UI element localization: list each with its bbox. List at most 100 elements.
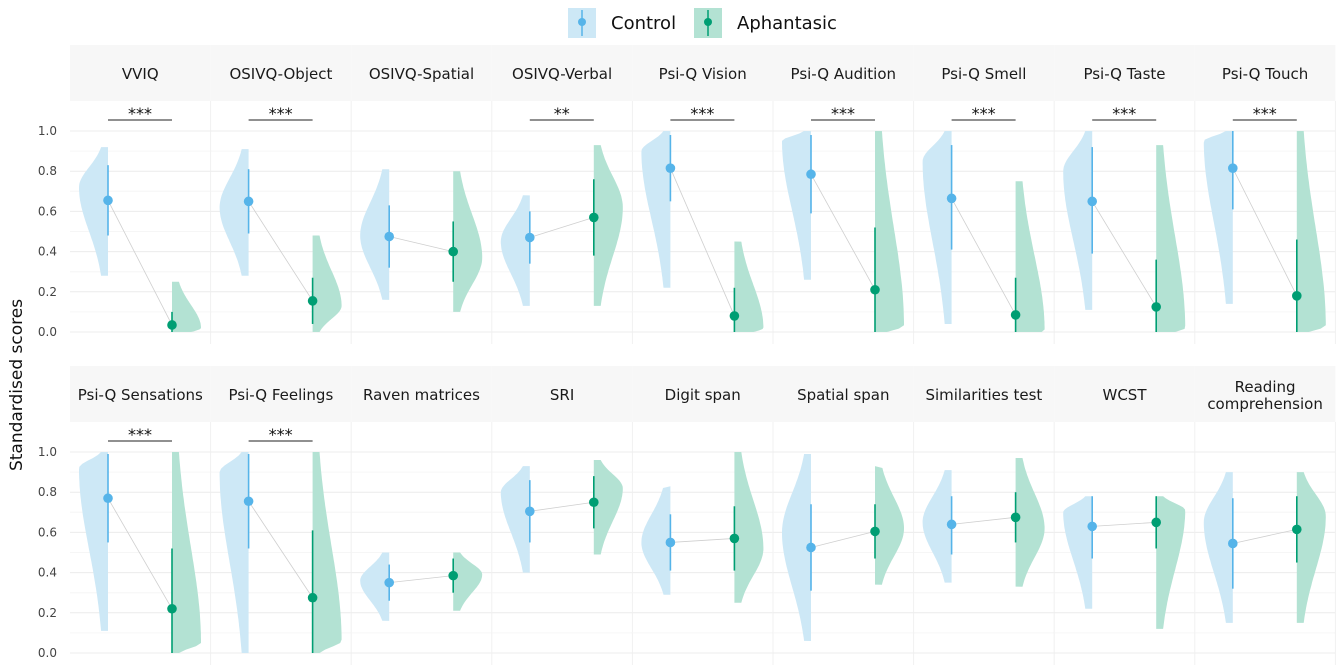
mean-point-aphantasic [589, 212, 599, 223]
panel-osivq-object: OSIVQ-Object *** [210, 45, 352, 344]
panel-strip [773, 45, 914, 101]
violin-aphantasic [453, 171, 483, 312]
panel-title: Reading comprehension [1207, 378, 1323, 413]
violin-aphantasic [312, 235, 342, 332]
y-tick-label: 0.0 [38, 325, 57, 339]
mean-point-control [103, 195, 113, 206]
violin-aphantasic [172, 452, 201, 653]
mean-point-aphantasic [1292, 524, 1302, 535]
y-tick-label: 1.0 [38, 445, 57, 459]
violin-control [782, 454, 811, 641]
violin-control [500, 466, 530, 573]
panel-title: OSIVQ-Object [229, 65, 332, 83]
panel-strip [491, 366, 633, 422]
legend-item-aphantasic: Aphantasic [694, 8, 837, 38]
panel-strip [632, 366, 773, 422]
panel-psi-q-smell: Psi-Q Smell *** [913, 45, 1055, 344]
mean-point-control [665, 537, 676, 548]
panel-psi-q-vision: Psi-Q Vision *** [632, 45, 774, 344]
mean-point-aphantasic [1010, 310, 1021, 320]
mean-point-aphantasic [307, 296, 318, 306]
mean-point-control [525, 232, 535, 243]
panel-title: Psi-Q Vision [659, 65, 747, 83]
mean-point-aphantasic [167, 603, 177, 614]
violin-aphantasic [453, 552, 483, 611]
mean-connector [529, 217, 594, 238]
panel-spatial-span: Spatial span [773, 366, 915, 665]
panel-title: Psi-Q Sensations [78, 386, 203, 404]
panel-strip [773, 366, 914, 422]
mean-connector [529, 501, 594, 512]
mean-connector [1091, 201, 1157, 308]
panel-wcst: WCST [1054, 366, 1196, 665]
mean-point-control [525, 506, 535, 517]
panel-psi-q-touch: Psi-Q Touch *** [1194, 45, 1336, 344]
mean-point-control [946, 519, 957, 530]
mean-connector [1232, 168, 1298, 296]
y-tick-label: 0.6 [38, 525, 57, 539]
panel-title: Psi-Q Feelings [229, 386, 334, 404]
panel-strip [913, 366, 1055, 422]
legend-key-point [578, 18, 586, 26]
mean-point-aphantasic [1010, 512, 1021, 523]
legend-key-point [704, 18, 712, 26]
violin-aphantasic [593, 145, 623, 306]
mean-point-aphantasic [870, 284, 880, 295]
mean-point-control [665, 163, 676, 173]
violin-aphantasic [1156, 145, 1186, 332]
mean-connector [1232, 528, 1297, 544]
panel-strip [1054, 45, 1195, 101]
violin-control [922, 470, 952, 583]
panel-title: Digit span [665, 386, 741, 404]
violin-control [1063, 131, 1093, 310]
violin-control [360, 169, 390, 300]
violin-aphantasic [1156, 496, 1186, 629]
panel-title: WCST [1103, 386, 1148, 404]
panel-strip [351, 366, 492, 422]
significance-label: *** [972, 104, 996, 123]
panel-title: SRI [550, 386, 574, 404]
violin-aphantasic [172, 281, 201, 332]
mean-connector [248, 501, 313, 598]
panel-title: OSIVQ-Verbal [512, 65, 612, 83]
panel-title: Spatial span [797, 386, 889, 404]
panel-similarities-test: Similarities test [913, 366, 1055, 665]
mean-point-control [1087, 521, 1097, 532]
violin-control [641, 486, 671, 595]
mean-point-aphantasic [448, 570, 459, 581]
y-tick-label: 0.6 [38, 204, 57, 218]
mean-connector [107, 200, 173, 326]
mean-connector [810, 174, 876, 290]
violin-control [79, 452, 108, 631]
mean-point-aphantasic [1151, 302, 1161, 312]
legend: Control Aphantasic [568, 8, 837, 38]
mean-point-control [946, 193, 957, 204]
panel-strip [491, 45, 633, 101]
significance-label: *** [1253, 104, 1277, 123]
significance-label: *** [128, 104, 152, 123]
violin-aphantasic [1015, 458, 1045, 587]
panel-osivq-verbal: OSIVQ-Verbal ** [491, 45, 633, 344]
mean-point-control [806, 169, 816, 180]
mean-point-aphantasic [729, 311, 740, 321]
y-tick-label: 0.0 [38, 646, 57, 660]
y-tick-label: 0.4 [38, 566, 57, 580]
violin-control [219, 452, 249, 653]
legend-label-aphantasic: Aphantasic [737, 13, 837, 34]
panel-title: Raven matrices [363, 386, 480, 404]
violin-aphantasic [734, 452, 764, 603]
panel-strip [70, 366, 211, 422]
violin-aphantasic [875, 131, 904, 332]
panel-psi-q-audition: Psi-Q Audition *** [773, 45, 915, 344]
panels: 0.0 0.2 0.4 0.6 0.8 1.0 0.0 0.2 0.4 0.6 0.8 1.0 VVIQ… [38, 45, 1336, 665]
panel-title: VVIQ [122, 65, 159, 83]
panel-strip [632, 45, 773, 101]
mean-point-control [1087, 196, 1097, 207]
mean-connector [1092, 521, 1157, 527]
y-tick-label: 0.8 [38, 485, 57, 499]
legend-label-control: Control [611, 13, 676, 34]
mean-connector [670, 168, 735, 317]
panel-title-line: Reading [1235, 378, 1296, 396]
violin-control [922, 131, 952, 324]
